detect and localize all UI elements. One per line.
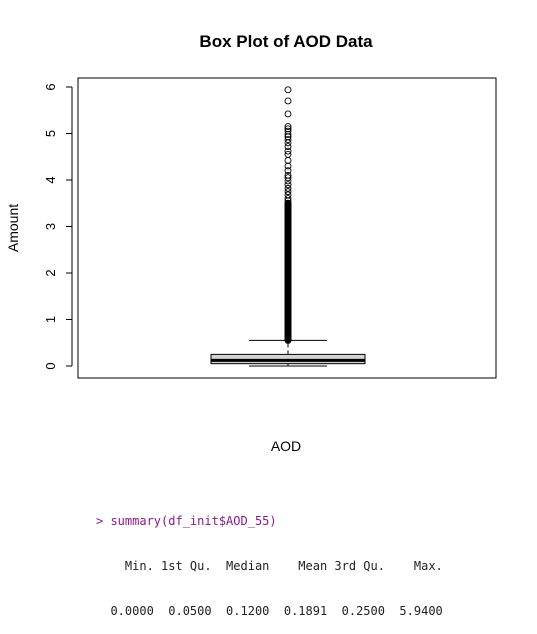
- outlier-point: [284, 136, 292, 143]
- y-axis: 0 1 2 3 4 5 6: [43, 83, 73, 370]
- outlier-point: [284, 199, 292, 207]
- x-axis-label: AOD: [271, 438, 301, 454]
- outlier-point: [284, 177, 292, 185]
- outlier-point: [284, 181, 292, 189]
- outlier-point: [284, 167, 292, 175]
- y-tick-label: 5: [43, 130, 58, 137]
- box-plot: Box Plot of AOD Data 0 1 2 3 4 5 6 Amount AOD: [5, 32, 497, 454]
- plot-frame: [77, 77, 497, 379]
- outlier-point: [284, 184, 292, 192]
- outlier-point: [284, 188, 292, 196]
- y-tick-label: 4: [43, 176, 58, 183]
- r-console-output: > summary(df_init$AOD_55) Min. 1st Qu. M…: [96, 484, 443, 634]
- summary-value-row: 0.0000 0.0500 0.1200 0.1891 0.2500 5.940…: [96, 604, 443, 618]
- y-axis-label: Amount: [5, 204, 21, 252]
- y-tick-label: 2: [43, 269, 58, 276]
- outlier-point: [284, 86, 292, 94]
- outlier-point: [284, 147, 292, 155]
- outlier-point: [284, 139, 292, 147]
- outlier-point: [284, 110, 292, 118]
- outlier-point: [284, 197, 292, 205]
- outlier-point: [284, 97, 292, 105]
- summary-header-row: Min. 1st Qu. Median Mean 3rd Qu. Max.: [96, 559, 443, 573]
- outlier-point: [284, 157, 292, 164]
- outlier-point: [284, 162, 292, 170]
- outlier-point: [284, 143, 292, 150]
- y-tick-label: 3: [43, 223, 58, 230]
- outlier-points: [284, 86, 292, 344]
- y-tick-label: 1: [43, 316, 58, 323]
- y-tick-label: 0: [43, 362, 58, 369]
- outlier-point: [284, 123, 292, 130]
- chart-title: Box Plot of AOD Data: [199, 32, 373, 51]
- box-glyph: [210, 339, 366, 367]
- outlier-point: [284, 195, 292, 203]
- y-tick-label: 6: [43, 83, 58, 90]
- console-command: > summary(df_init$AOD_55): [96, 514, 277, 528]
- outlier-point: [284, 174, 292, 182]
- outlier-point: [284, 130, 292, 138]
